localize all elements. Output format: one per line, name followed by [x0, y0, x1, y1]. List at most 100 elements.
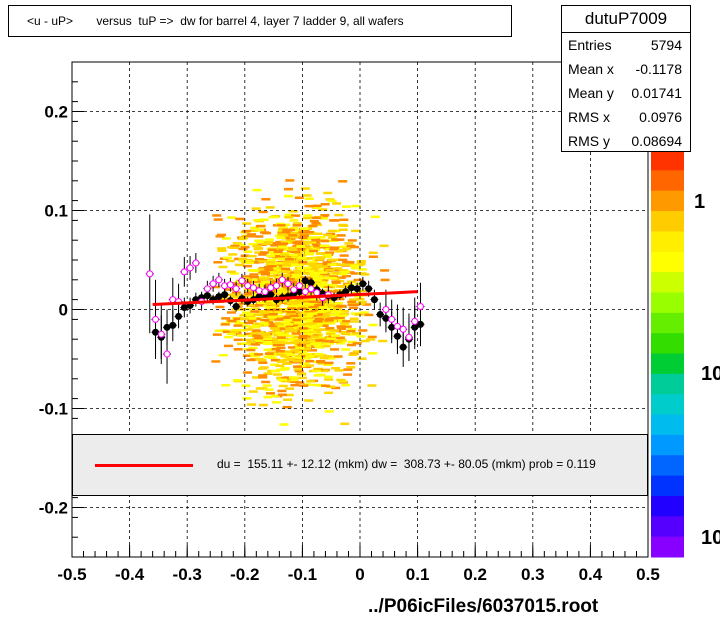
density-dash — [276, 368, 286, 371]
density-dash — [311, 280, 321, 284]
density-dash — [217, 247, 227, 250]
density-dash — [350, 303, 360, 306]
density-dash — [350, 245, 360, 249]
density-dash — [324, 319, 334, 322]
density-dash — [277, 393, 287, 397]
x-tick-label: -0.1 — [288, 565, 317, 584]
density-dash — [212, 333, 222, 336]
density-dash — [247, 254, 257, 258]
profile-point-open — [284, 280, 292, 288]
density-dash — [297, 317, 307, 320]
density-dash — [272, 401, 282, 404]
density-dash — [334, 369, 344, 372]
density-dash — [236, 342, 246, 346]
palette-band — [651, 170, 684, 192]
density-dash — [249, 273, 259, 276]
density-dash — [261, 271, 271, 275]
palette-label: 10 — [701, 527, 720, 549]
density-dash — [294, 299, 304, 303]
density-dash — [263, 302, 273, 305]
density-dash — [324, 410, 334, 413]
density-dash — [338, 269, 348, 272]
density-dash — [313, 278, 323, 282]
density-dash — [294, 242, 304, 246]
density-dash — [252, 376, 262, 379]
density-dash — [264, 240, 274, 244]
density-dash — [258, 253, 268, 256]
density-dash — [288, 378, 298, 382]
density-dash — [338, 258, 348, 262]
density-dash — [294, 324, 304, 328]
density-dash — [368, 352, 378, 355]
profile-point-open — [290, 286, 298, 294]
stats-key: RMS y — [568, 133, 610, 149]
density-dash — [267, 258, 277, 262]
density-dash — [342, 205, 352, 208]
density-dash — [286, 310, 296, 314]
density-dash — [242, 354, 252, 357]
density-dash — [290, 383, 300, 387]
density-dash — [248, 352, 258, 356]
density-dash — [313, 276, 323, 280]
density-dash — [212, 214, 222, 217]
density-dash — [268, 312, 278, 316]
density-dash — [242, 275, 252, 278]
density-dash — [251, 291, 261, 295]
palette-band — [651, 495, 684, 517]
density-dash — [330, 334, 340, 337]
density-dash — [298, 307, 308, 311]
density-dash — [255, 240, 265, 244]
density-dash — [249, 275, 259, 279]
density-dash — [285, 278, 295, 281]
profile-point-open — [313, 289, 321, 297]
density-dash — [250, 354, 260, 358]
density-dash — [248, 390, 258, 393]
palette-band — [651, 394, 684, 416]
density-dash — [325, 268, 335, 272]
density-dash — [287, 346, 297, 349]
density-dash — [347, 340, 357, 344]
density-dash — [284, 326, 294, 330]
density-dash — [324, 361, 334, 365]
density-dash — [282, 341, 292, 345]
density-dash — [328, 306, 338, 309]
density-dash — [311, 216, 321, 220]
density-dash — [280, 253, 290, 257]
density-dash — [323, 363, 333, 367]
density-dash — [308, 260, 318, 264]
density-dash — [258, 387, 268, 390]
x-tick-label: 0.4 — [579, 565, 603, 584]
color-palette: 1 10 10 — [651, 150, 720, 558]
density-dash — [278, 226, 288, 229]
density-dash — [286, 324, 296, 327]
density-dash — [317, 307, 327, 311]
density-dash — [294, 196, 304, 200]
density-dash — [233, 379, 243, 382]
density-dash — [242, 338, 252, 342]
density-dash — [273, 250, 283, 254]
density-dash — [238, 302, 248, 305]
density-dash — [277, 291, 287, 294]
density-dash — [274, 262, 284, 265]
density-dash — [260, 280, 270, 284]
density-dash — [356, 261, 366, 264]
density-dash — [294, 369, 304, 373]
profile-point-open — [203, 285, 211, 293]
stats-key: Mean x — [568, 61, 614, 77]
density-dash — [245, 303, 255, 307]
density-dash — [262, 384, 272, 387]
density-dash — [261, 334, 271, 337]
axis-layer: -0.5 -0.4 -0.3 -0.2 -0.1 0 0.1 0.2 0.3 0.4 0.5 -0.2… — [39, 61, 660, 584]
density-dash — [336, 234, 346, 237]
density-dash — [324, 391, 334, 395]
density-dash — [292, 235, 302, 239]
density-dash — [334, 301, 344, 305]
density-dash — [247, 319, 257, 323]
density-dash — [238, 257, 248, 260]
density-dash — [276, 376, 286, 380]
density-dash — [241, 384, 251, 387]
density-dash — [296, 266, 306, 270]
density-dash — [288, 234, 298, 237]
density-dash — [303, 216, 313, 220]
density-dash — [316, 256, 326, 259]
